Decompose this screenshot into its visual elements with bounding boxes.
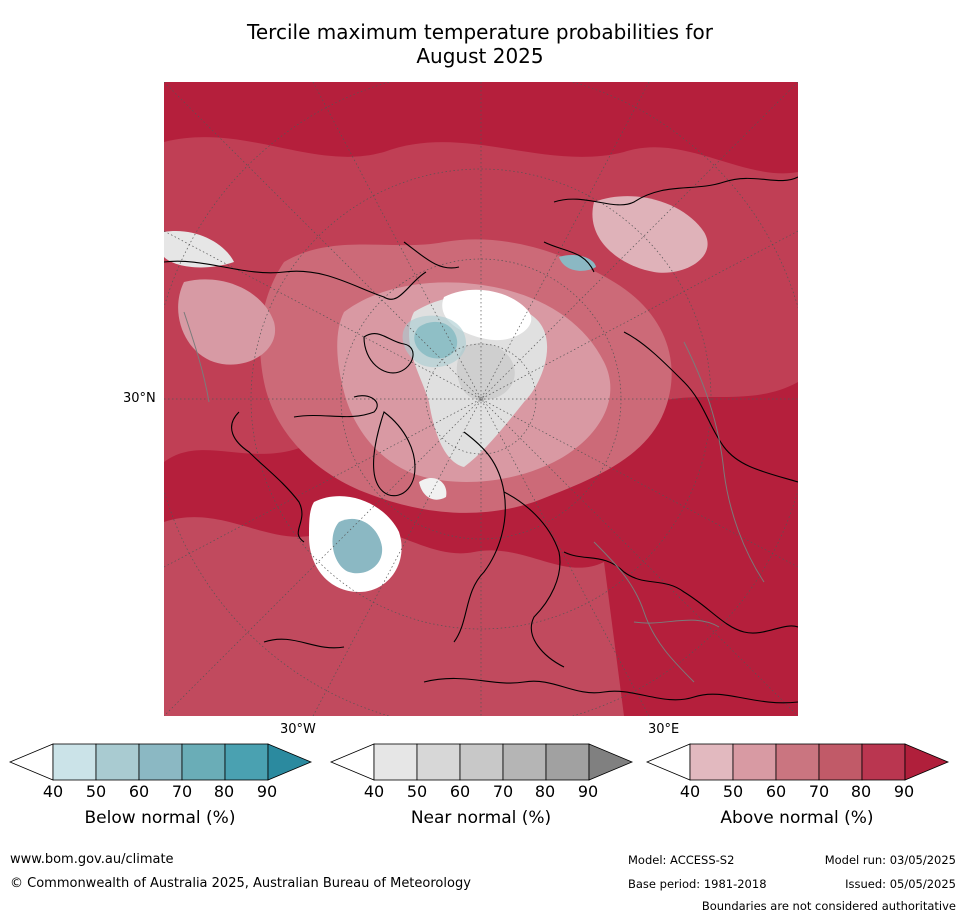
tick-above-40: 40 <box>679 782 701 801</box>
footer-copyright: © Commonwealth of Australia 2025, Austra… <box>10 876 471 891</box>
above-normal-50-patch-east <box>592 196 708 273</box>
above-normal-70-region-south <box>164 517 624 716</box>
near-normal-patch-nw <box>164 231 234 268</box>
tick-below-90: 90 <box>256 782 278 801</box>
colorbar-swatch <box>138 743 183 781</box>
title-line-1: Tercile maximum temperature probabilitie… <box>247 20 713 44</box>
boundaries <box>183 311 765 683</box>
tick-above-80: 80 <box>850 782 872 801</box>
tick-near-70: 70 <box>492 782 514 801</box>
colorbar-swatch <box>224 743 269 781</box>
above-normal-50-patch-west <box>178 279 276 365</box>
tick-near-80: 80 <box>534 782 556 801</box>
colorbar-near-ticks: 40 50 60 70 80 90 <box>331 782 631 802</box>
below-normal-patch-baffin-light <box>402 315 467 368</box>
footer-disclaimer: Boundaries are not considered authoritat… <box>701 899 956 913</box>
map-title: Tercile maximum temperature probabilitie… <box>160 20 800 68</box>
footer-issued: Issued: 05/05/2025 <box>845 877 956 891</box>
footer-url: www.bom.gov.au/climate <box>10 852 174 867</box>
lon-label-30w: 30°W <box>280 722 316 737</box>
tick-below-60: 60 <box>128 782 150 801</box>
colorbar-below-swatches <box>8 743 313 781</box>
tick-above-60: 60 <box>765 782 787 801</box>
colorbar-below-label: Below normal (%) <box>84 808 236 828</box>
lat-label-30n: 30°N <box>123 391 156 406</box>
tick-below-70: 70 <box>171 782 193 801</box>
title-line-2: August 2025 <box>416 44 544 68</box>
tick-above-70: 70 <box>808 782 830 801</box>
near-normal-arctic-white <box>442 289 532 341</box>
colorbar-swatch <box>52 743 97 781</box>
colorbar-below-normal <box>8 743 313 781</box>
colorbar-extend-high <box>267 743 313 781</box>
tick-above-90: 90 <box>893 782 915 801</box>
colorbar-swatch <box>95 743 140 781</box>
colorbar-extend-low <box>329 743 375 781</box>
lon-label-30e: 30°E <box>648 722 680 737</box>
tick-near-40: 40 <box>363 782 385 801</box>
footer-base-period: Base period: 1981-2018 <box>628 877 767 891</box>
colorbar-extend-low <box>645 743 691 781</box>
colorbar-swatch <box>861 743 906 781</box>
tick-below-50: 50 <box>85 782 107 801</box>
colorbar-swatch <box>689 743 734 781</box>
colorbar-swatch <box>181 743 226 781</box>
colorbar-above-label: Above normal (%) <box>720 808 874 828</box>
colorbar-swatch <box>459 743 504 781</box>
colorbar-near-swatches <box>329 743 634 781</box>
colorbar-above-normal <box>645 743 950 781</box>
tick-near-90: 90 <box>577 782 599 801</box>
colorbar-near-normal <box>329 743 634 781</box>
tick-below-80: 80 <box>213 782 235 801</box>
colorbar-swatch <box>502 743 547 781</box>
near-normal-patch-greenland <box>419 477 447 500</box>
tick-near-50: 50 <box>406 782 428 801</box>
tick-above-50: 50 <box>722 782 744 801</box>
footer-model: Model: ACCESS-S2 <box>628 853 735 867</box>
polar-map <box>164 82 798 716</box>
colorbar-above-swatches <box>645 743 950 781</box>
colorbar-above-ticks: 40 50 60 70 80 90 <box>647 782 947 802</box>
coastlines <box>164 176 798 704</box>
colorbar-swatch <box>775 743 820 781</box>
tick-near-60: 60 <box>449 782 471 801</box>
below-normal-patch-atlantic-core <box>332 518 383 574</box>
colorbar-near-label: Near normal (%) <box>410 808 552 828</box>
footer-model-run: Model run: 03/05/2025 <box>824 853 956 867</box>
colorbar-swatch <box>373 743 418 781</box>
colorbar-swatch <box>545 743 590 781</box>
colorbar-extend-high <box>588 743 634 781</box>
colorbar-extend-low <box>8 743 54 781</box>
colorbar-below-ticks: 40 50 60 70 80 90 <box>10 782 310 802</box>
colorbar-extend-high <box>904 743 950 781</box>
map-canvas <box>164 82 798 716</box>
tick-below-40: 40 <box>42 782 64 801</box>
colorbar-swatch <box>416 743 461 781</box>
below-normal-patch-siberia <box>559 255 596 271</box>
colorbar-swatch <box>732 743 777 781</box>
colorbar-swatch <box>818 743 863 781</box>
near-normal-pole-grey <box>456 343 515 401</box>
